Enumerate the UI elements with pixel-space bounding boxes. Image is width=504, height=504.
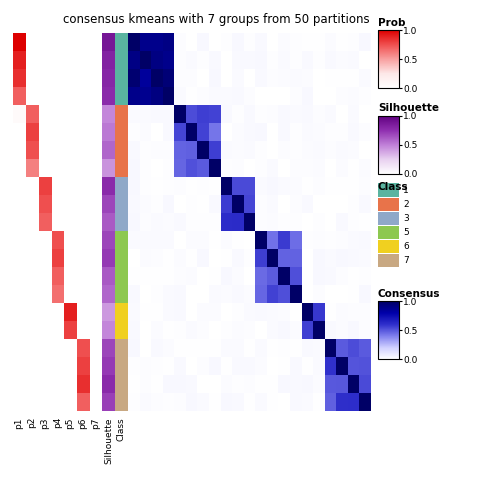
Text: consensus kmeans with 7 groups from 50 partitions: consensus kmeans with 7 groups from 50 p…	[64, 13, 370, 26]
Text: 2: 2	[403, 200, 409, 209]
Text: 3: 3	[403, 214, 409, 223]
Text: Class: Class	[378, 181, 409, 192]
Text: 1: 1	[403, 185, 409, 195]
Text: Consensus: Consensus	[378, 289, 440, 299]
Text: 7: 7	[403, 256, 409, 265]
Text: Prob: Prob	[378, 18, 406, 28]
Text: 5: 5	[403, 228, 409, 237]
Text: 6: 6	[403, 242, 409, 251]
Text: Silhouette: Silhouette	[378, 103, 439, 113]
